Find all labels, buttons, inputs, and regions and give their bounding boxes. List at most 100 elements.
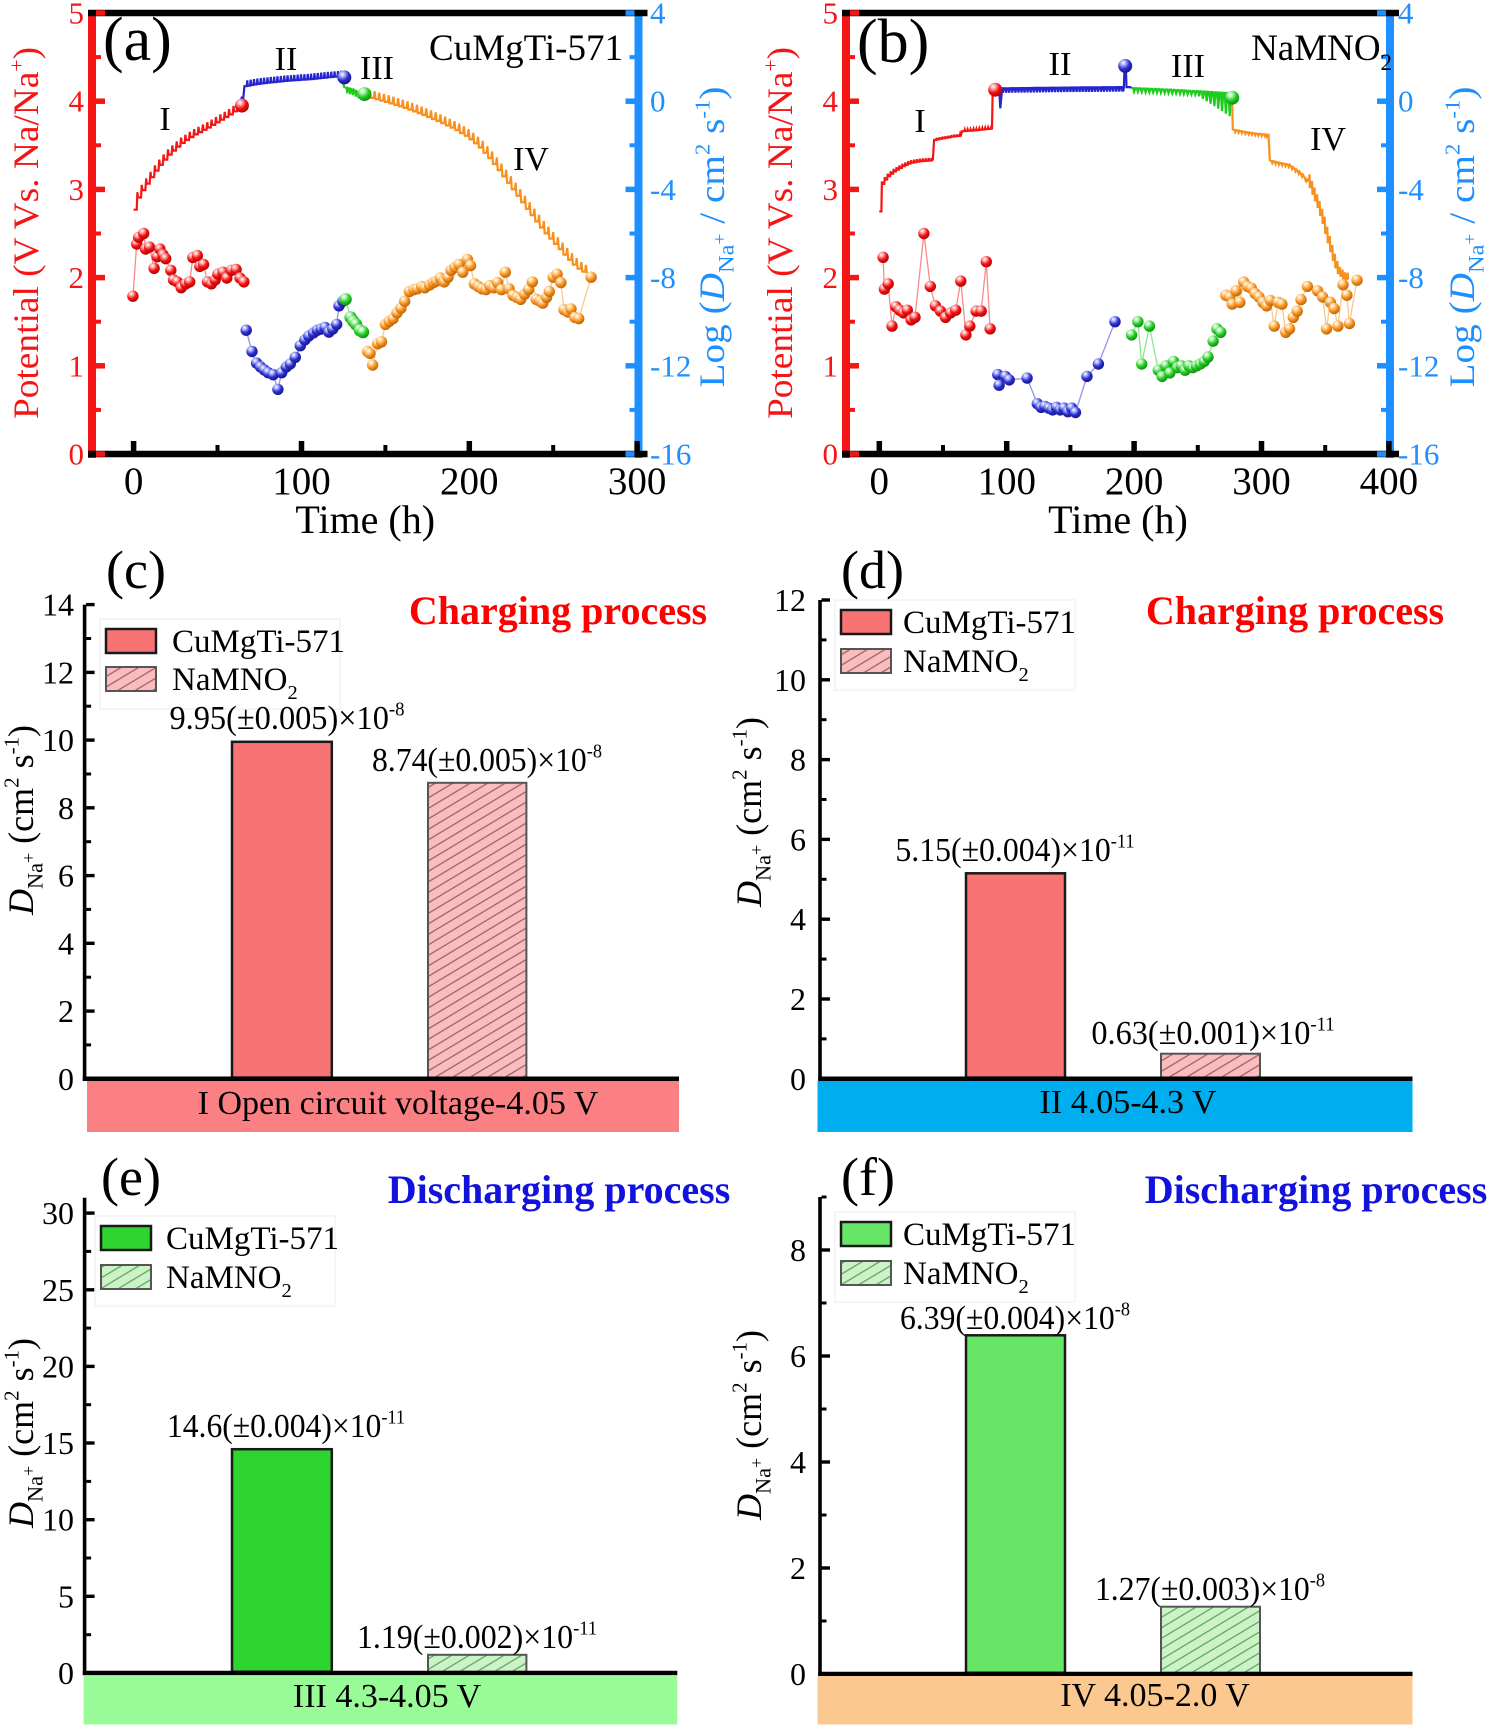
svg-text:2: 2 [69, 260, 85, 295]
svg-text:Potential (V Vs. Na/Na+): Potential (V Vs. Na/Na+) [759, 47, 800, 419]
svg-text:8: 8 [790, 1232, 806, 1268]
svg-text:20: 20 [42, 1348, 74, 1384]
svg-text:1.27(±0.003)×10-8: 1.27(±0.003)×10-8 [1095, 1570, 1325, 1608]
svg-text:Discharging process: Discharging process [388, 1167, 731, 1212]
svg-text:200: 200 [1105, 460, 1164, 503]
svg-text:NaMNO2: NaMNO2 [1251, 28, 1392, 75]
svg-text:-8: -8 [1398, 260, 1424, 295]
svg-text:2: 2 [58, 993, 74, 1029]
svg-text:(f): (f) [841, 1147, 895, 1207]
svg-text:0: 0 [58, 1655, 74, 1691]
svg-text:9.95(±0.005)×10-8: 9.95(±0.005)×10-8 [169, 699, 404, 737]
svg-text:CuMgTi-571: CuMgTi-571 [172, 624, 345, 660]
svg-text:8: 8 [58, 790, 74, 826]
svg-text:I: I [914, 103, 925, 140]
svg-text:1: 1 [69, 348, 85, 383]
svg-text:14: 14 [42, 587, 74, 623]
svg-text:0: 0 [823, 437, 839, 472]
svg-text:Charging process: Charging process [409, 588, 707, 633]
svg-text:(a): (a) [103, 6, 172, 74]
svg-text:CuMgTi-571: CuMgTi-571 [903, 605, 1076, 641]
svg-text:I Open circuit voltage-4.05 V: I Open circuit voltage-4.05 V [198, 1085, 599, 1122]
svg-text:15: 15 [42, 1425, 74, 1461]
svg-text:4: 4 [69, 84, 85, 119]
svg-text:Time (h): Time (h) [1048, 497, 1188, 542]
svg-text:6: 6 [790, 821, 806, 857]
svg-text:-16: -16 [1398, 437, 1439, 472]
svg-text:IV: IV [513, 141, 549, 178]
svg-text:0: 0 [58, 1061, 74, 1097]
svg-text:-4: -4 [1398, 172, 1424, 207]
svg-text:(e): (e) [101, 1147, 161, 1207]
svg-text:CuMgTi-571: CuMgTi-571 [903, 1217, 1076, 1253]
svg-text:10: 10 [774, 662, 806, 698]
svg-text:DNa+ (cm2 s-1): DNa+ (cm2 s-1) [0, 1338, 48, 1529]
svg-text:4: 4 [790, 1444, 806, 1480]
svg-text:0: 0 [69, 437, 85, 472]
svg-text:2: 2 [823, 260, 839, 295]
svg-text:NaMNO2: NaMNO2 [166, 1260, 292, 1302]
svg-text:300: 300 [608, 460, 667, 503]
svg-text:DNa+ (cm2 s-1): DNa+ (cm2 s-1) [0, 725, 48, 916]
svg-text:100: 100 [272, 460, 331, 503]
svg-text:NaMNO2: NaMNO2 [172, 662, 298, 704]
svg-text:III: III [1171, 48, 1205, 85]
svg-text:II: II [275, 41, 298, 78]
svg-text:8: 8 [790, 742, 806, 778]
svg-text:4: 4 [823, 84, 839, 119]
svg-text:5: 5 [58, 1578, 74, 1614]
svg-text:200: 200 [440, 460, 499, 503]
svg-text:III 4.3-4.05 V: III 4.3-4.05 V [293, 1678, 482, 1715]
svg-text:-12: -12 [1398, 348, 1439, 383]
svg-text:II 4.05-4.3 V: II 4.05-4.3 V [1040, 1084, 1217, 1121]
svg-text:3: 3 [69, 172, 85, 207]
svg-text:4: 4 [790, 901, 806, 937]
svg-text:2: 2 [790, 1550, 806, 1586]
svg-text:III: III [360, 50, 394, 87]
svg-text:Log (DNa+ / cm2 s-1): Log (DNa+ / cm2 s-1) [691, 87, 739, 388]
svg-text:(b): (b) [857, 8, 929, 76]
svg-text:DNa+ (cm2 s-1): DNa+ (cm2 s-1) [728, 1330, 776, 1521]
svg-text:II: II [1049, 46, 1072, 83]
svg-text:10: 10 [42, 722, 74, 758]
svg-text:30: 30 [42, 1195, 74, 1231]
svg-text:DNa+ (cm2 s-1): DNa+ (cm2 s-1) [728, 717, 776, 908]
svg-text:400: 400 [1360, 460, 1419, 503]
svg-text:0: 0 [790, 1061, 806, 1097]
svg-text:1.19(±0.002)×10-11: 1.19(±0.002)×10-11 [357, 1618, 597, 1656]
svg-text:NaMNO2: NaMNO2 [903, 1256, 1029, 1298]
svg-text:CuMgTi-571: CuMgTi-571 [166, 1221, 339, 1257]
svg-text:12: 12 [42, 654, 74, 690]
svg-text:6: 6 [790, 1338, 806, 1374]
svg-text:Log (DNa+ / cm2 s-1): Log (DNa+ / cm2 s-1) [1441, 87, 1489, 388]
svg-text:5: 5 [823, 0, 839, 31]
svg-text:(d): (d) [841, 540, 904, 600]
svg-text:IV 4.05-2.0 V: IV 4.05-2.0 V [1060, 1677, 1250, 1714]
svg-text:5: 5 [69, 0, 85, 31]
svg-text:Time (h): Time (h) [295, 497, 435, 542]
svg-text:25: 25 [42, 1272, 74, 1308]
svg-text:Potential (V Vs. Na/Na+): Potential (V Vs. Na/Na+) [5, 47, 46, 419]
svg-text:100: 100 [977, 460, 1035, 503]
svg-text:5.15(±0.004)×10-11: 5.15(±0.004)×10-11 [895, 831, 1134, 869]
svg-text:-16: -16 [650, 437, 691, 472]
svg-text:0.63(±0.001)×10-11: 0.63(±0.001)×10-11 [1091, 1014, 1334, 1052]
svg-text:4: 4 [58, 925, 74, 961]
svg-text:-8: -8 [650, 260, 676, 295]
svg-text:6.39(±0.004)×10-8: 6.39(±0.004)×10-8 [900, 1299, 1130, 1337]
svg-text:4: 4 [650, 0, 666, 31]
svg-text:-4: -4 [650, 172, 676, 207]
svg-text:NaMNO2: NaMNO2 [903, 644, 1029, 686]
svg-text:Discharging process: Discharging process [1145, 1167, 1488, 1212]
svg-text:CuMgTi-571: CuMgTi-571 [429, 28, 623, 69]
svg-text:300: 300 [1232, 460, 1291, 503]
svg-text:0: 0 [870, 460, 890, 503]
svg-text:3: 3 [823, 172, 839, 207]
svg-text:0: 0 [790, 1656, 806, 1692]
svg-text:0: 0 [124, 460, 144, 503]
svg-text:14.6(±0.004)×10-11: 14.6(±0.004)×10-11 [167, 1407, 405, 1445]
svg-text:10: 10 [42, 1502, 74, 1538]
svg-text:I: I [159, 101, 170, 138]
svg-text:0: 0 [1398, 84, 1414, 119]
svg-text:2: 2 [790, 981, 806, 1017]
